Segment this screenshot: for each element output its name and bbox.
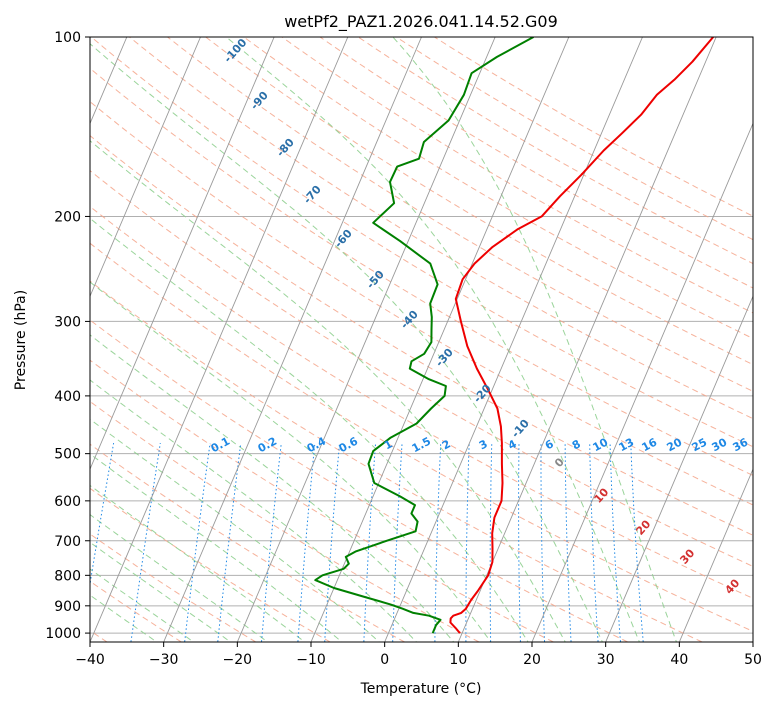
- x-tick-label: 30: [597, 652, 615, 668]
- x-tick-label: 50: [744, 652, 762, 668]
- x-tick-label: −40: [75, 652, 105, 668]
- dry-adiabat-line: [90, 242, 753, 632]
- mixing-ratio-line: [184, 443, 211, 642]
- dry-adiabat-line: [129, 37, 753, 420]
- moist-adiabat-line: [90, 594, 158, 642]
- temperature-profile-line: [449, 37, 714, 634]
- mixing-ratio-line: [324, 443, 340, 642]
- isotherm-line: [90, 37, 275, 471]
- isotherm-line: [310, 37, 570, 642]
- mixing-ratio-label: 20: [665, 435, 685, 454]
- dry-adiabat-line: [90, 205, 753, 599]
- mixing-ratio-lines: [90, 443, 644, 642]
- x-tick-label: 10: [449, 652, 467, 668]
- mixing-ratio-line: [518, 443, 521, 642]
- grid-lines: [90, 37, 753, 634]
- mixing-ratio-line: [589, 443, 599, 642]
- dry-adiabats: [90, 37, 753, 642]
- moist-adiabat-line: [90, 334, 455, 642]
- mixing-ratio-line: [609, 443, 622, 642]
- mixing-ratio-label: 36: [731, 435, 751, 454]
- isotherm-line: [90, 37, 201, 298]
- y-axis: 1000 900 800 700 600 500 400 300 200 100: [45, 30, 90, 642]
- dewpoint-profile-line: [314, 37, 534, 634]
- dry-adiabat-line: [90, 533, 257, 642]
- moist-adiabat-line: [90, 281, 492, 642]
- moist-adiabat-line: [90, 217, 529, 642]
- mixing-ratio-line: [540, 443, 546, 642]
- moist-adiabat-line: [392, 37, 677, 642]
- moist-adiabat-line: [90, 568, 195, 642]
- dry-adiabat-line: [90, 280, 703, 642]
- isotherm-line: [605, 295, 753, 642]
- mixing-ratio-line: [465, 443, 470, 642]
- mixing-ratio-line: [434, 443, 442, 642]
- dry-adiabat-line: [205, 37, 753, 366]
- mixing-ratio-line: [260, 443, 282, 642]
- dry-adiabat-line: [167, 37, 753, 392]
- plot-frame: [89, 36, 754, 643]
- y-tick-label: 900: [54, 599, 81, 615]
- x-axis-label: Temperature (°C): [360, 681, 482, 697]
- y-tick-label: 400: [54, 389, 81, 405]
- mixing-ratio-line: [630, 443, 644, 642]
- y-tick-label: 600: [54, 494, 81, 510]
- y-tick-label: 800: [54, 568, 81, 584]
- mixing-ratio-label: 13: [617, 436, 637, 455]
- x-tick-label: 20: [523, 652, 541, 668]
- dry-adiabat-line: [90, 135, 753, 536]
- sounding-profiles: [314, 37, 714, 634]
- plot-area: 0.1 0.2 0.4 0.6 1 1.5 2 3 4 6 8 10 13 16 20 25 30 36-100-…: [90, 37, 753, 642]
- y-tick-label: 100: [54, 30, 81, 46]
- dry-adiabat-line: [90, 487, 331, 642]
- moist-adiabat-line: [225, 37, 640, 642]
- y-tick-label: 300: [54, 314, 81, 330]
- mixing-ratio-line: [130, 443, 161, 642]
- moist-adiabats: [90, 37, 677, 642]
- y-tick-label: 500: [54, 447, 81, 463]
- mixing-ratio-line: [363, 443, 377, 642]
- isotherm-line: [163, 37, 422, 642]
- y-tick-label: 200: [54, 209, 81, 225]
- moist-adiabat-line: [90, 140, 566, 642]
- isotherm-line: [457, 37, 717, 642]
- isotherm-line: [678, 467, 753, 642]
- mixing-ratio-line: [297, 443, 316, 642]
- y-axis-label: Pressure (hPa): [13, 290, 29, 390]
- moist-adiabat-line: [90, 541, 232, 642]
- mixing-ratio-label: 30: [710, 435, 730, 454]
- dry-adiabat-line: [90, 359, 554, 642]
- moist-adiabat-line: [90, 484, 306, 642]
- mixing-ratio-line: [489, 443, 493, 642]
- y-tick-label: 700: [54, 534, 81, 550]
- isotherm-line: [384, 37, 643, 642]
- isotherm-line: [531, 122, 753, 642]
- mixing-ratio-line: [564, 443, 572, 642]
- isotherm-line: [236, 37, 496, 642]
- moist-adiabat-line: [90, 514, 269, 642]
- isotherm-line: [90, 37, 349, 642]
- dry-adiabat-line: [90, 400, 480, 642]
- dry-adiabat-line: [90, 319, 628, 642]
- isotherms: [90, 37, 753, 642]
- mixing-ratio-label: 25: [690, 436, 710, 455]
- x-tick-label: −20: [223, 652, 253, 668]
- x-tick-label: −10: [296, 652, 326, 668]
- y-tick-label: 1000: [45, 626, 81, 642]
- mixing-ratio-label: 16: [640, 435, 660, 454]
- chart-title: wetPf2_PAZ1.2026.041.14.52.G09: [284, 12, 558, 32]
- mixing-ratio-line: [217, 443, 242, 642]
- dry-adiabat-line: [90, 37, 753, 448]
- x-axis: −40 −30 −20 −10 0 10 20 30 40 50: [75, 642, 762, 668]
- moist-adiabat-line: [90, 43, 603, 642]
- dry-adiabat-line: [243, 37, 753, 340]
- x-tick-label: 40: [670, 652, 688, 668]
- moist-adiabat-line: [90, 418, 380, 642]
- mixing-ratio-label: 10: [591, 435, 611, 454]
- x-tick-label: −30: [149, 652, 179, 668]
- x-tick-label: 0: [380, 652, 389, 668]
